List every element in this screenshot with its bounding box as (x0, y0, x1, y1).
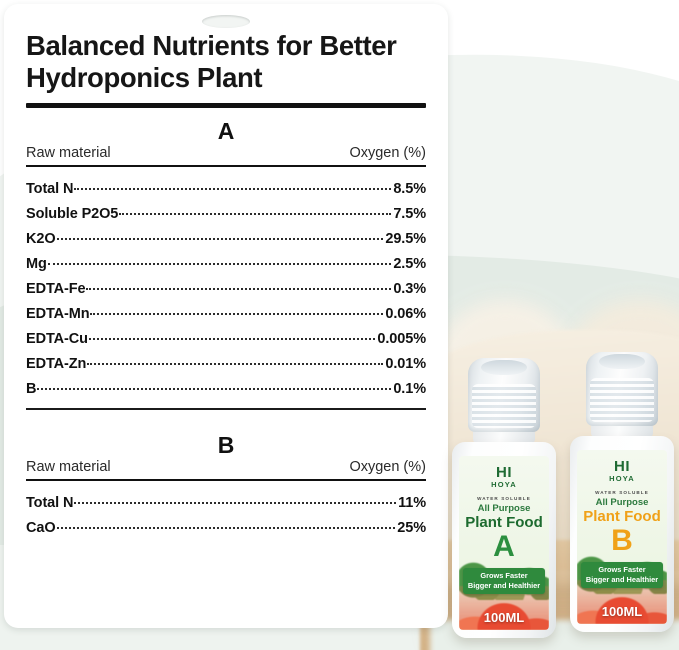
row-label: Total N (26, 180, 74, 197)
row-label: EDTA-Fe (26, 280, 86, 297)
row-label: EDTA-Mn (26, 305, 90, 322)
row-value: 0.1% (393, 380, 426, 397)
dot-leader (119, 212, 392, 215)
row-label: Soluble P2O5 (26, 205, 119, 222)
row-value: 25% (397, 519, 426, 536)
table-row: Mg 2.5% (26, 251, 426, 276)
table-row: Total N 8.5% (26, 176, 426, 201)
bottle-neck (591, 422, 653, 438)
table-row: EDTA-Fe 0.3% (26, 276, 426, 301)
row-value: 7.5% (393, 205, 426, 222)
hang-hole-icon (202, 15, 250, 28)
row-value: 29.5% (385, 230, 426, 247)
row-value: 8.5% (393, 180, 426, 197)
logo-mark: HI (496, 464, 512, 481)
bottle-label: HI HOYA WATER SOLUBLE All Purpose Plant … (459, 456, 549, 630)
table-row: EDTA-Cu 0.005% (26, 326, 426, 351)
section-b-letter: B (217, 431, 235, 458)
dot-leader (74, 187, 392, 190)
water-soluble-text: WATER SOLUBLE (477, 495, 531, 501)
section-a-column-header: Raw material Oxygen (%) (26, 145, 426, 165)
nutrient-info-card: Balanced Nutrients for Better Hydroponic… (4, 4, 448, 628)
banner-line-2: Bigger and Healthier (585, 575, 659, 585)
bottle-label: HI HOYA WATER SOLUBLE All Purpose Plant … (577, 450, 667, 624)
table-row: EDTA-Zn 0.01% (26, 351, 426, 376)
table-row: Total N 11% (26, 490, 426, 515)
dot-leader (87, 362, 384, 365)
brand-logo: HI HOYA (491, 465, 517, 489)
dot-leader (88, 337, 376, 340)
bottle-cap-icon (468, 358, 540, 432)
row-value: 11% (398, 494, 426, 511)
section-a-col-oxygen: Oxygen (%) (349, 144, 426, 161)
section-a-rows: Total N 8.5% Soluble P2O5 7.5% K2O 29.5% (26, 176, 426, 401)
section-a: A Raw material Oxygen (%) Total N 8.5% S… (26, 117, 426, 410)
row-value: 0.005% (377, 330, 426, 347)
title-divider (26, 102, 426, 108)
table-row: B 0.1% (26, 376, 426, 401)
dot-leader (86, 287, 392, 290)
banner-line-1: Grows Faster (480, 571, 528, 581)
row-label: EDTA-Cu (26, 330, 88, 347)
banner-line-2: Bigger and Healthier (467, 581, 541, 591)
banner-line-1: Grows Faster (598, 565, 646, 575)
section-a-header-divider (26, 164, 426, 168)
product-name-text: Plant Food (465, 513, 543, 531)
all-purpose-text: All Purpose (595, 496, 649, 508)
row-label: Mg (26, 255, 47, 272)
cap-ribs (590, 378, 654, 422)
logo-mark: HI (614, 458, 630, 475)
volume-label: 100ML (483, 610, 525, 625)
section-a-bottom-divider (26, 408, 426, 410)
row-label: Total N (26, 494, 74, 511)
row-value: 0.06% (385, 305, 426, 322)
logo-name: HOYA (609, 474, 635, 483)
brand-logo: HI HOYA (609, 459, 635, 483)
bottle-body: HI HOYA WATER SOLUBLE All Purpose Plant … (452, 442, 556, 638)
section-a-letter: A (217, 117, 235, 144)
variant-letter: B (611, 524, 633, 558)
page-title: Balanced Nutrients for Better Hydroponic… (26, 30, 397, 94)
section-b-column-header: Raw material Oxygen (%) (26, 459, 426, 479)
table-row: K2O 29.5% (26, 226, 426, 251)
section-b-header-divider (26, 478, 426, 482)
bottle-cap-icon (586, 352, 658, 426)
section-b-col-oxygen: Oxygen (%) (349, 458, 426, 475)
variant-letter: A (493, 530, 515, 564)
section-b-rows: Total N 11% CaO 25% (26, 490, 426, 540)
table-row: EDTA-Mn 0.06% (26, 301, 426, 326)
volume-label: 100ML (601, 604, 643, 619)
row-value: 2.5% (393, 255, 426, 272)
section-a-col-raw-material: Raw material (26, 144, 111, 161)
dot-leader (56, 237, 384, 240)
dot-leader (47, 262, 392, 265)
row-label: B (26, 380, 37, 397)
marketing-banner: Grows Faster Bigger and Healthier (581, 562, 663, 588)
product-name-text: Plant Food (583, 507, 661, 525)
all-purpose-text: All Purpose (477, 502, 531, 514)
row-label: K2O (26, 230, 56, 247)
dot-leader (37, 387, 392, 390)
cap-ribs (472, 384, 536, 428)
row-value: 0.01% (385, 355, 426, 372)
dot-leader (56, 526, 396, 529)
section-b-col-raw-material: Raw material (26, 458, 111, 475)
product-bottle-a: HI HOYA WATER SOLUBLE All Purpose Plant … (452, 358, 556, 638)
dot-leader (74, 501, 397, 504)
marketing-banner: Grows Faster Bigger and Healthier (463, 568, 545, 594)
bottle-neck (473, 428, 535, 444)
row-label: CaO (26, 519, 56, 536)
dot-leader (90, 312, 384, 315)
row-label: EDTA-Zn (26, 355, 87, 372)
water-soluble-text: WATER SOLUBLE (595, 489, 649, 495)
product-bottle-b: HI HOYA WATER SOLUBLE All Purpose Plant … (570, 352, 674, 632)
table-row: CaO 25% (26, 515, 426, 540)
table-row: Soluble P2O5 7.5% (26, 201, 426, 226)
section-spacer (26, 410, 426, 422)
section-b: B Raw material Oxygen (%) Total N 11% Ca… (26, 431, 426, 540)
bottle-body: HI HOYA WATER SOLUBLE All Purpose Plant … (570, 436, 674, 632)
row-value: 0.3% (393, 280, 426, 297)
logo-name: HOYA (491, 480, 517, 489)
